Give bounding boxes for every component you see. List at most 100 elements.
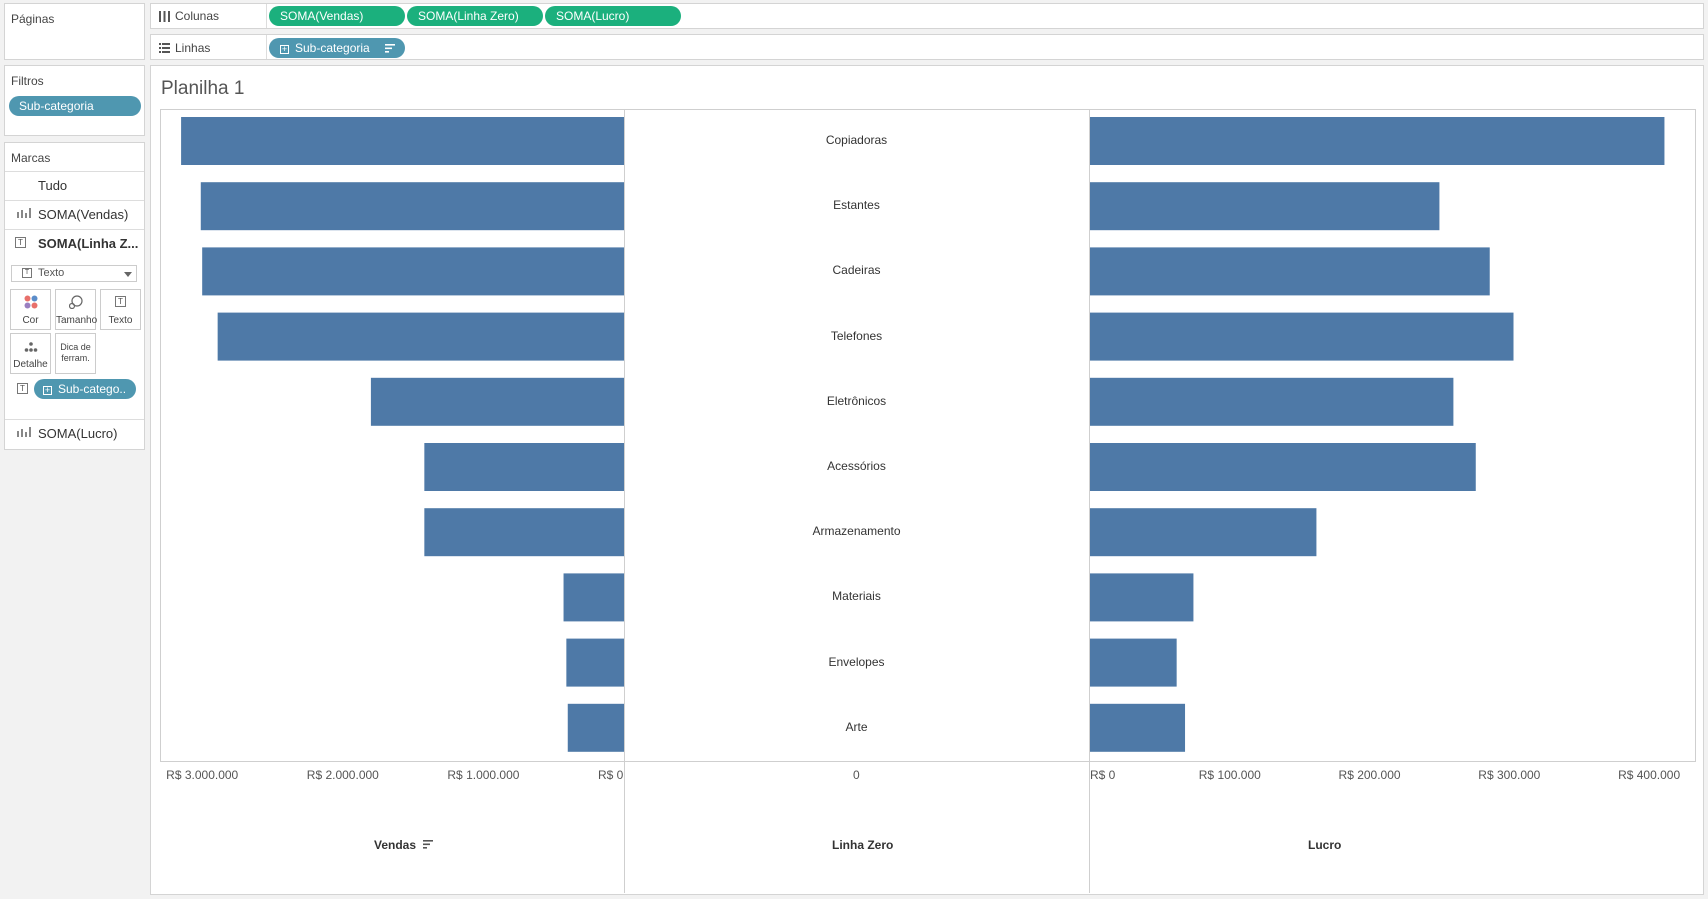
color-card-label: Cor [22, 315, 39, 326]
columns-shelf[interactable]: Colunas SOMA(Vendas) SOMA(Linha Zero) SO… [150, 3, 1704, 29]
rows-pill-label: Sub-categoria [295, 41, 370, 55]
lucro-tick-label: R$ 300.000 [1478, 768, 1541, 782]
marks-tab-vendas[interactable]: SOMA(Vendas) [5, 201, 163, 229]
vendas-bar[interactable] [181, 117, 624, 165]
vendas-bar[interactable] [217, 312, 624, 361]
chevron-down-icon [124, 272, 132, 277]
marks-pill-label: Sub-catego.. [58, 382, 127, 396]
lucro-bar[interactable] [1090, 573, 1194, 622]
lucro-tick-label: R$ 100.000 [1198, 768, 1261, 782]
vendas-tick-label: R$ 2.000.000 [306, 768, 379, 782]
marks-tab-all[interactable]: Tudo [5, 172, 163, 200]
marks-tab-all-label: Tudo [38, 178, 68, 193]
category-label: Envelopes [828, 654, 885, 669]
linha-tick-label: 0 [853, 768, 860, 782]
marks-tab-linha-zero[interactable]: T SOMA(Linha Z... [5, 230, 163, 258]
detail-card-button[interactable]: Detalhe [10, 333, 51, 374]
text-mark-icon: T [15, 237, 26, 248]
sort-icon[interactable] [423, 840, 434, 849]
text-mark-icon: T [17, 383, 28, 394]
sheet-title: Planilha 1 [161, 78, 245, 99]
chart-svg [160, 109, 1696, 893]
category-label: Cadeiras [832, 263, 881, 278]
tooltip-card-button[interactable]: Dica de ferram. [55, 333, 96, 374]
lucro-bar[interactable] [1090, 703, 1186, 752]
text-mark-icon: T [22, 268, 32, 278]
lucro-tick-label: R$ 400.000 [1618, 768, 1681, 782]
expand-plus-icon: + [280, 44, 289, 54]
tooltip-card-label-1: Dica de [60, 342, 91, 352]
category-label: Estantes [833, 198, 880, 213]
label-card-button[interactable]: T Texto [100, 289, 141, 330]
vendas-tick-label: R$ 3.000.000 [166, 768, 239, 782]
marks-title: Marcas [11, 151, 51, 165]
tooltip-card-label-2: ferram. [61, 353, 90, 363]
lucro-bar[interactable] [1090, 312, 1514, 361]
chart-area: Vendas Linha Zero Lucro Copiadoras Estant… [160, 109, 1696, 893]
size-card-button[interactable]: Tamanho [55, 289, 98, 330]
category-label: Eletrônicos [826, 393, 887, 408]
marks-pill-sub-categoria[interactable]: + Sub-catego.. [34, 379, 136, 399]
worksheet: Planilha 1 Vendas Linha Zero Lucro Copia… [150, 65, 1704, 895]
color-card-button[interactable]: Cor [10, 289, 51, 330]
vendas-bar[interactable] [370, 377, 624, 426]
columns-title: Colunas [175, 9, 220, 23]
vendas-bar[interactable] [566, 638, 624, 687]
filters-shelf[interactable]: Filtros Sub-categoria [4, 65, 145, 136]
marks-tab-vendas-label: SOMA(Vendas) [38, 207, 129, 222]
vendas-tick-label: R$ 1.000.000 [447, 768, 520, 782]
category-label: Arte [845, 719, 868, 734]
lucro-tick-label: R$ 200.000 [1338, 768, 1401, 782]
marks-card: Marcas Tudo SOMA(Vendas) T SOMA(Linha Z.… [4, 142, 145, 450]
bar-chart-icon [17, 208, 31, 218]
pages-title: Páginas [11, 12, 55, 26]
size-lasso-icon [69, 295, 83, 309]
vendas-bar[interactable] [200, 182, 624, 231]
expand-plus-icon: + [43, 385, 52, 395]
lucro-bar[interactable] [1090, 508, 1317, 557]
marks-tab-lucro[interactable]: SOMA(Lucro) [5, 420, 163, 448]
columns-pill-linha-zero[interactable]: SOMA(Linha Zero) [407, 6, 543, 26]
rows-pill-sub-categoria[interactable]: + Sub-categoria [269, 38, 405, 58]
category-label: Acessórios [827, 459, 886, 473]
rows-shelf[interactable]: Linhas + Sub-categoria [150, 34, 1704, 60]
vendas-bar[interactable] [563, 573, 624, 622]
filter-pill-sub-categoria[interactable]: Sub-categoria [9, 96, 141, 116]
category-label: Telefones [830, 328, 883, 343]
mark-type-dropdown[interactable]: T Texto [11, 265, 137, 282]
lucro-bar[interactable] [1090, 638, 1177, 687]
marks-tab-lucro-label: SOMA(Lucro) [38, 426, 118, 441]
detail-dots-icon [24, 342, 38, 352]
mark-type-label: Texto [38, 267, 65, 279]
lucro-tick-label: R$ 0 [1090, 768, 1116, 782]
rows-title: Linhas [175, 41, 211, 55]
linha-axis-title: Linha Zero [832, 838, 894, 852]
category-label: Copiadoras [825, 133, 888, 147]
size-card-label: Tamanho [56, 315, 98, 326]
rows-icon [159, 43, 170, 53]
bar-chart-icon [17, 427, 31, 437]
columns-pill-vendas[interactable]: SOMA(Vendas) [269, 6, 405, 26]
lucro-bar[interactable] [1090, 117, 1665, 165]
columns-pill-lucro[interactable]: SOMA(Lucro) [545, 6, 681, 26]
detail-card-label: Detalhe [13, 359, 48, 370]
lucro-bar[interactable] [1090, 247, 1490, 296]
marks-tab-linha-label: SOMA(Linha Z... [38, 236, 139, 251]
vendas-bar[interactable] [424, 443, 624, 491]
filters-title: Filtros [11, 74, 44, 88]
vendas-axis-title: Vendas [374, 838, 434, 852]
sort-icon [385, 44, 395, 53]
color-dots-icon [24, 295, 38, 309]
text-label-icon: T [115, 296, 126, 307]
label-card-label: Texto [108, 315, 133, 326]
pages-shelf[interactable]: Páginas [4, 3, 145, 60]
lucro-bar[interactable] [1090, 443, 1476, 491]
category-label: Armazenamento [812, 524, 901, 539]
lucro-bar[interactable] [1090, 182, 1440, 231]
lucro-bar[interactable] [1090, 377, 1454, 426]
vendas-bar[interactable] [202, 247, 624, 296]
category-label: Materiais [832, 589, 881, 604]
vendas-tick-label: R$ 0 [598, 768, 624, 782]
vendas-bar[interactable] [424, 508, 624, 557]
vendas-bar[interactable] [567, 703, 624, 752]
